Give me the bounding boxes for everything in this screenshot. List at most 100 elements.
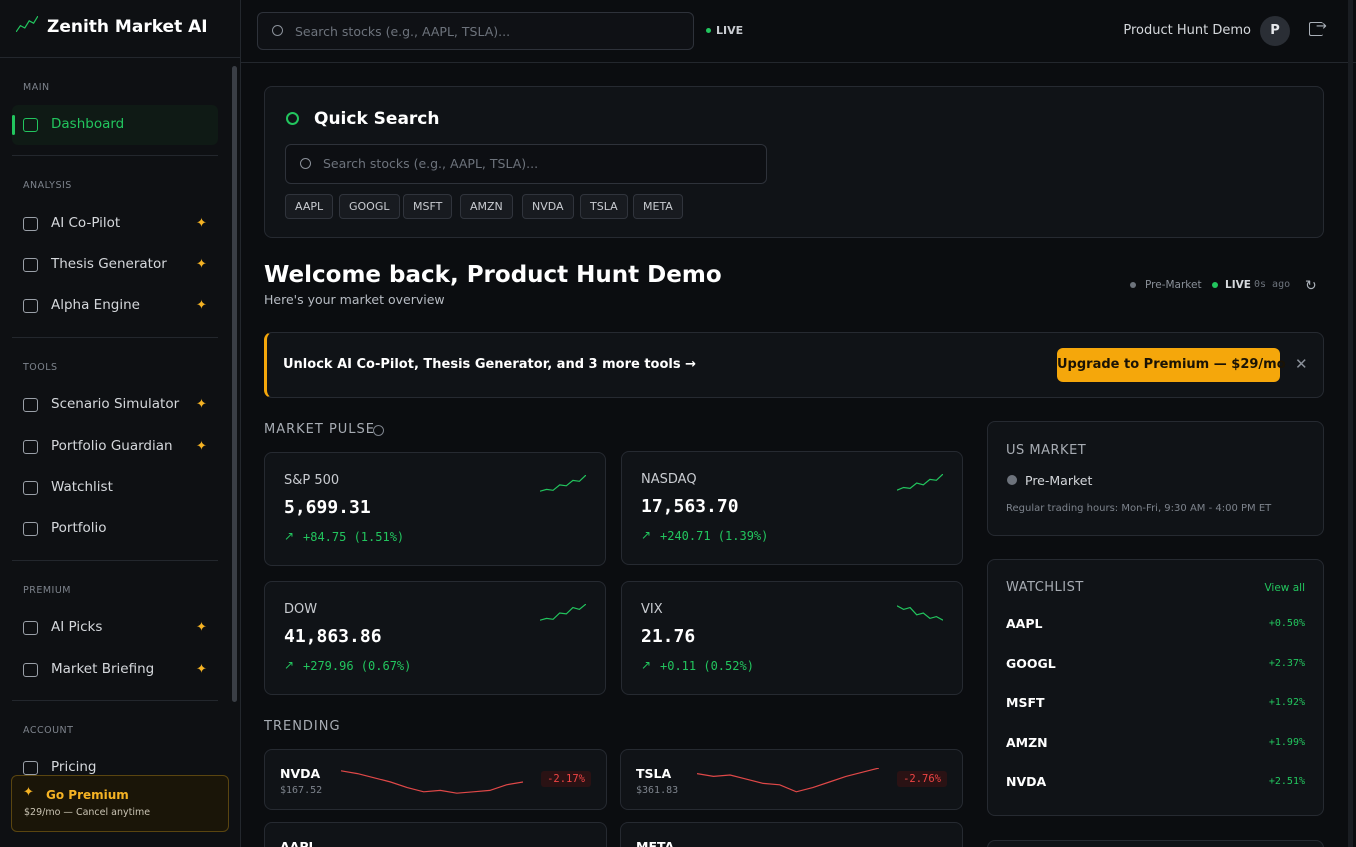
trending-card[interactable]: TSLA $361.83 -2.76% — [620, 749, 963, 810]
nav-label: Dashboard — [51, 116, 125, 132]
market-hours: Regular trading hours: Mon-Fri, 9:30 AM … — [1006, 503, 1272, 514]
nav-label: Scenario Simulator — [51, 396, 180, 412]
ticker-chip[interactable]: TSLA — [580, 194, 628, 219]
trend-icon: ↗ — [284, 529, 295, 543]
index-change: +240.71 (1.39%) — [660, 529, 769, 543]
nav-item[interactable]: Alpha Engine ✦ — [12, 286, 218, 326]
watchlist-symbol[interactable]: NVDA — [1006, 774, 1047, 789]
avatar[interactable]: P — [1260, 16, 1290, 46]
nav-item[interactable]: Scenario Simulator ✦ — [12, 385, 218, 425]
user-name: Product Hunt Demo — [1123, 23, 1251, 38]
welcome-title: Welcome back, Product Hunt Demo — [264, 262, 722, 288]
nav-icon — [23, 621, 38, 635]
trending-card[interactable]: META — [620, 822, 963, 847]
nav-icon — [23, 522, 38, 536]
divider — [12, 337, 218, 338]
nav-item[interactable]: Watchlist — [12, 468, 218, 508]
promo-title: Go Premium — [46, 788, 129, 802]
nav-item[interactable]: Portfolio — [12, 509, 218, 549]
watchlist-symbol[interactable]: GOOGL — [1006, 655, 1056, 671]
ticker-chip[interactable]: AMZN — [460, 194, 513, 219]
quick-search-title: Quick Search — [314, 109, 440, 129]
nav-item[interactable]: Pricing — [12, 748, 218, 788]
ticker-chip[interactable]: AAPL — [285, 194, 334, 219]
premium-icon: ✦ — [196, 620, 207, 635]
watchlist-change: +1.99% — [1268, 736, 1305, 748]
divider — [12, 560, 218, 561]
live-label: LIVE — [1225, 279, 1251, 291]
sparkline — [697, 768, 879, 793]
premium-icon: ✦ — [196, 397, 207, 412]
topbar-border — [241, 62, 1356, 63]
promo-card[interactable]: ✦ Go Premium $29/mo — Cancel anytime — [11, 775, 229, 832]
nav-icon — [23, 481, 38, 495]
watchlist-card: WATCHLIST View all AAPL +0.50% GOOGL +2.37% MS… — [987, 559, 1324, 816]
nav-label: Portfolio — [51, 520, 107, 536]
index-name: DOW — [284, 602, 318, 617]
trend-icon: ↗ — [284, 658, 295, 672]
ticker-chip[interactable]: NVDA — [522, 194, 574, 219]
nav-item[interactable]: Portfolio Guardian ✦ — [12, 427, 218, 467]
search-icon — [300, 158, 311, 169]
watchlist-symbol[interactable]: MSFT — [1006, 695, 1045, 710]
trending-symbol: TSLA — [636, 766, 672, 781]
nav-label: Watchlist — [51, 479, 113, 495]
active-indicator — [12, 115, 15, 135]
watchlist-symbol[interactable]: AMZN — [1006, 734, 1048, 750]
logout-button[interactable] — [1309, 22, 1323, 36]
brand-name: Zenith Market AI — [47, 17, 208, 37]
refresh-button[interactable]: ↻ — [1305, 278, 1317, 294]
upgrade-button[interactable]: Upgrade to Premium — $29/mo — [1057, 348, 1286, 382]
trending-card[interactable]: NVDA $167.52 -2.17% — [264, 749, 607, 810]
index-change: +0.11 (0.52%) — [660, 659, 754, 673]
nav-item[interactable]: Thesis Generator ✦ — [12, 245, 218, 285]
ticker-chip[interactable]: GOOGL — [339, 194, 400, 219]
search-placeholder: Search stocks (e.g., AAPL, TSLA)... — [295, 24, 511, 39]
live-dot — [1212, 282, 1218, 288]
close-button[interactable]: ✕ — [1295, 355, 1308, 373]
nav-icon — [23, 398, 38, 412]
card-title: WATCHLIST — [1006, 580, 1084, 595]
index-name: S&P 500 — [284, 473, 340, 488]
nav-item[interactable]: AI Picks ✦ — [12, 608, 218, 648]
section-title: MARKET PULSE — [264, 422, 376, 437]
trend-icon: ↗ — [641, 658, 652, 672]
trending-symbol: META — [636, 839, 675, 847]
trending-change: -2.76% — [897, 771, 947, 787]
nav-item[interactable]: Dashboard — [12, 105, 218, 145]
index-name: VIX — [641, 602, 663, 617]
section-title: PREMIUM — [23, 585, 71, 596]
section-title: MAIN — [23, 82, 50, 93]
premium-icon: ✦ — [196, 216, 207, 231]
view-all-link[interactable]: View all — [1264, 582, 1305, 594]
watchlist-change: +2.37% — [1268, 657, 1305, 669]
index-card: VIX 21.76 ↗ +0.11 (0.52%) — [621, 581, 963, 695]
nav-item[interactable]: Market Briefing ✦ — [12, 650, 218, 690]
banner-text: Unlock AI Co-Pilot, Thesis Generator, an… — [283, 357, 697, 372]
search-box[interactable]: Search stocks (e.g., AAPL, TSLA)... — [257, 12, 694, 50]
section-title: ANALYSIS — [23, 180, 72, 191]
trending-symbol: AAPL — [280, 839, 317, 847]
scrollbar — [232, 66, 237, 702]
session-label: Pre-Market — [1145, 279, 1202, 291]
card-partial — [987, 840, 1324, 847]
nav-label: Thesis Generator — [51, 256, 167, 272]
nav-item[interactable]: AI Co-Pilot ✦ — [12, 204, 218, 244]
trending-card[interactable]: AAPL — [264, 822, 607, 847]
watchlist-symbol[interactable]: AAPL — [1006, 616, 1043, 631]
premium-icon: ✦ — [196, 257, 207, 272]
nav-icon — [23, 299, 38, 313]
sparkline — [341, 770, 523, 794]
nav-label: Alpha Engine — [51, 297, 140, 313]
nav-icon — [23, 440, 38, 454]
ticker-chip[interactable]: META — [633, 194, 683, 219]
brand-logo — [16, 16, 38, 32]
quick-search-input[interactable]: Search stocks (e.g., AAPL, TSLA)... — [285, 144, 767, 184]
ticker-chip[interactable]: MSFT — [403, 194, 453, 219]
upgrade-banner: Unlock AI Co-Pilot, Thesis Generator, an… — [264, 332, 1324, 398]
index-card: S&P 500 5,699.31 ↗ +84.75 (1.51%) — [264, 452, 606, 566]
status-dot — [1007, 475, 1017, 485]
logout-arrow: → — [1316, 19, 1327, 34]
search-icon — [286, 112, 299, 125]
